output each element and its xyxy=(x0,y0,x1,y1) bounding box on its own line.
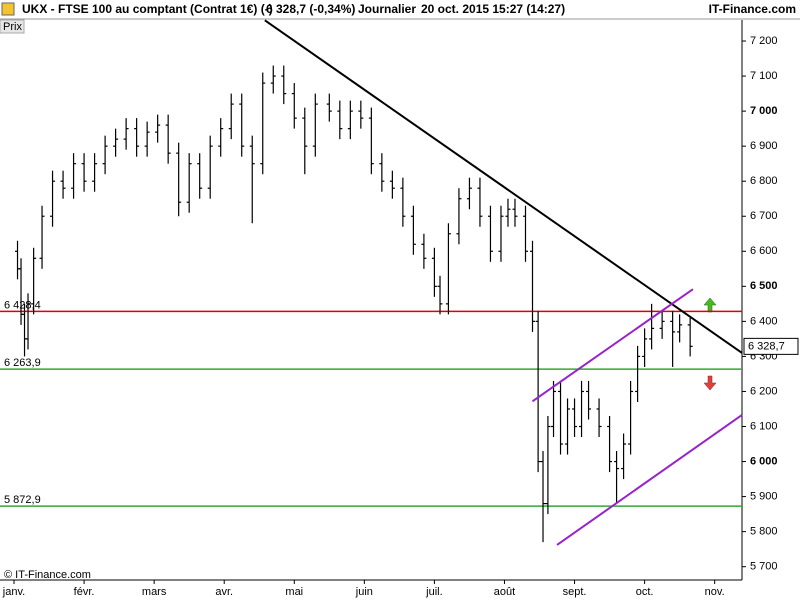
x-tick-label: janv. xyxy=(2,586,25,598)
x-tick-label: avr. xyxy=(215,586,233,598)
level-label: 6 428,4 xyxy=(4,299,41,311)
y-tick-label: 7 200 xyxy=(750,35,778,47)
x-tick-label: oct. xyxy=(636,586,654,598)
y-tick-label: 6 700 xyxy=(750,210,778,222)
y-tick-label: 7 000 xyxy=(750,105,778,117)
axis-label-box xyxy=(0,19,25,34)
trend-line xyxy=(531,288,694,403)
trend-line xyxy=(556,414,743,546)
x-tick-label: sept. xyxy=(563,586,587,598)
x-tick-label: août xyxy=(494,586,515,598)
header-bar xyxy=(0,0,800,19)
y-tick-label: 5 900 xyxy=(750,491,778,503)
down-arrow-icon xyxy=(703,375,717,391)
logo-icon xyxy=(1,2,15,16)
level-label: 5 872,9 xyxy=(4,494,41,506)
trend-line xyxy=(264,19,743,354)
period: Journalier xyxy=(358,2,416,16)
y-tick-label: 6 900 xyxy=(750,140,778,152)
y-tick-label: 7 100 xyxy=(750,70,778,82)
copyright: © IT-Finance.com xyxy=(4,569,91,581)
x-tick-label: févr. xyxy=(74,586,95,598)
chart-title: UKX - FTSE 100 au comptant (Contrat 1€) … xyxy=(22,2,273,16)
y-tick-label: 5 700 xyxy=(750,561,778,573)
y-tick-label: 6 400 xyxy=(750,315,778,327)
x-tick-label: juin xyxy=(355,586,373,598)
x-tick-label: juil. xyxy=(425,586,443,598)
last-price-box xyxy=(743,337,799,355)
x-tick-label: mars xyxy=(142,586,167,598)
axis-label: Prix xyxy=(3,21,22,33)
y-tick-label: 6 800 xyxy=(750,175,778,187)
y-tick-label: 6 200 xyxy=(750,385,778,397)
last-price-label: 6 328,7 xyxy=(748,340,785,352)
last-change: 6 328,7 (-0,34%) xyxy=(266,2,355,16)
y-tick-label: 6 000 xyxy=(750,455,778,467)
level-label: 6 263,9 xyxy=(4,357,41,369)
source: IT-Finance.com xyxy=(709,2,796,16)
y-tick-label: 5 800 xyxy=(750,526,778,538)
y-tick-label: 6 100 xyxy=(750,420,778,432)
timestamp: 20 oct. 2015 15:27 (14:27) xyxy=(421,2,565,16)
x-tick-label: mai xyxy=(285,586,303,598)
y-tick-label: 6 500 xyxy=(750,280,778,292)
y-tick-label: 6 600 xyxy=(750,245,778,257)
x-tick-label: nov. xyxy=(705,586,725,598)
